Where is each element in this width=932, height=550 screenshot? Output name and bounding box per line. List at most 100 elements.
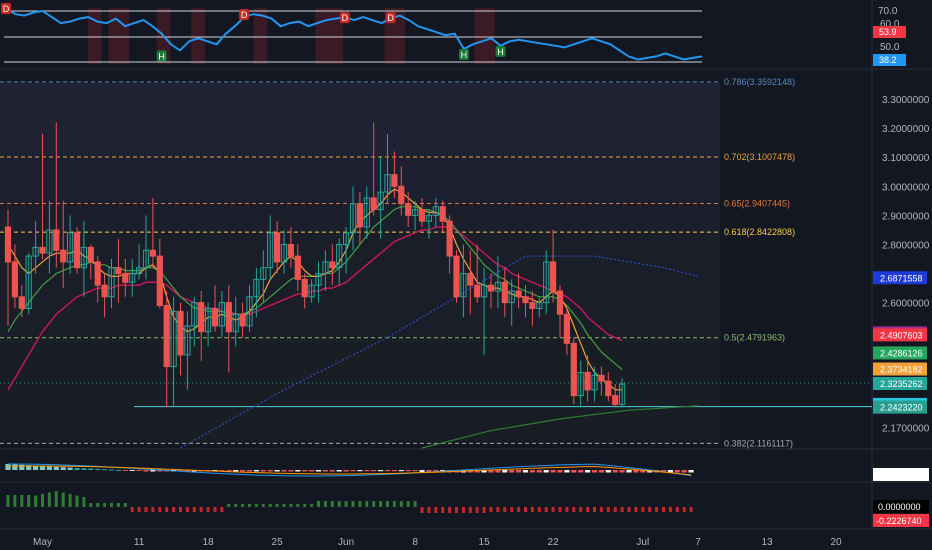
candle[interactable] <box>487 273 495 309</box>
candle[interactable] <box>274 221 281 274</box>
candle[interactable] <box>356 192 363 245</box>
candle[interactable] <box>184 311 191 390</box>
candle[interactable] <box>412 200 419 230</box>
candle[interactable] <box>315 261 322 303</box>
candle[interactable] <box>418 197 426 228</box>
candle[interactable] <box>377 157 384 239</box>
candle[interactable] <box>287 227 294 268</box>
candle[interactable] <box>605 372 612 402</box>
candle[interactable] <box>322 250 329 291</box>
candle[interactable] <box>619 378 626 408</box>
candle[interactable] <box>384 133 391 204</box>
candle[interactable] <box>225 285 232 373</box>
rsi-bearish-divergence-marker[interactable]: D <box>339 12 350 24</box>
candle[interactable] <box>46 200 53 274</box>
candle[interactable] <box>108 259 115 309</box>
candle[interactable] <box>481 267 488 355</box>
candle[interactable] <box>239 302 246 338</box>
candle[interactable] <box>32 221 39 274</box>
candle[interactable] <box>329 244 336 286</box>
candle[interactable] <box>501 267 508 318</box>
candle[interactable] <box>53 122 60 268</box>
candle[interactable] <box>218 290 226 338</box>
candle[interactable] <box>536 296 543 318</box>
candle[interactable] <box>129 259 136 297</box>
candle[interactable] <box>25 253 32 315</box>
candle[interactable] <box>584 354 591 402</box>
candle[interactable] <box>550 229 557 303</box>
candle[interactable] <box>73 227 81 274</box>
candle[interactable] <box>156 238 163 309</box>
candle[interactable] <box>149 197 157 268</box>
candle[interactable] <box>136 244 143 280</box>
candle[interactable] <box>398 165 405 216</box>
rsi-hidden-divergence-marker[interactable]: H <box>458 48 469 60</box>
candle[interactable] <box>453 250 460 303</box>
candle[interactable] <box>80 221 88 297</box>
candle[interactable] <box>370 122 377 216</box>
candle[interactable] <box>336 238 343 286</box>
candle[interactable] <box>494 256 501 309</box>
candle[interactable] <box>612 384 619 408</box>
candle[interactable] <box>508 279 515 326</box>
candle[interactable] <box>170 296 177 408</box>
candle[interactable] <box>18 285 25 318</box>
candle[interactable] <box>260 250 267 303</box>
candle[interactable] <box>405 192 412 228</box>
candle[interactable] <box>308 279 315 303</box>
candle[interactable] <box>343 227 350 274</box>
rsi-bearish-divergence-marker[interactable]: D <box>385 12 396 24</box>
candle[interactable] <box>4 209 12 326</box>
candle[interactable] <box>598 366 605 396</box>
candle[interactable] <box>301 273 308 309</box>
candle[interactable] <box>439 200 446 233</box>
candle[interactable] <box>556 285 564 338</box>
candle[interactable] <box>101 273 108 318</box>
candle[interactable] <box>191 296 198 347</box>
candle[interactable] <box>11 244 18 309</box>
candle[interactable] <box>94 256 101 303</box>
candle[interactable] <box>529 290 536 326</box>
candle[interactable] <box>349 186 357 251</box>
candle[interactable] <box>246 285 253 332</box>
rsi-bearish-divergence-marker[interactable]: D <box>239 9 250 21</box>
candle[interactable] <box>205 302 212 347</box>
rsi-bearish-divergence-marker[interactable]: D <box>1 3 11 14</box>
candle[interactable] <box>425 209 432 239</box>
candle[interactable] <box>522 285 529 318</box>
candle[interactable] <box>198 290 205 361</box>
candle[interactable] <box>363 186 370 239</box>
candle[interactable] <box>432 197 439 228</box>
candle[interactable] <box>474 244 481 303</box>
candle[interactable] <box>163 290 170 408</box>
candle[interactable] <box>67 215 74 274</box>
candle[interactable] <box>591 366 598 402</box>
candle[interactable] <box>280 229 288 274</box>
candle[interactable] <box>267 215 274 280</box>
candle[interactable] <box>177 302 184 376</box>
candle[interactable] <box>446 215 453 274</box>
candle[interactable] <box>39 133 46 259</box>
candle[interactable] <box>563 308 570 355</box>
price-badge-bg <box>873 346 927 360</box>
candle[interactable] <box>570 337 577 405</box>
candle[interactable] <box>515 273 522 309</box>
rsi-hidden-divergence-marker[interactable]: H <box>156 50 167 62</box>
candle[interactable] <box>294 244 301 291</box>
rsi-hidden-divergence-marker[interactable]: H <box>495 45 506 57</box>
candle[interactable] <box>467 250 474 315</box>
candle[interactable] <box>253 267 260 318</box>
candle[interactable] <box>391 151 398 198</box>
candle[interactable] <box>87 244 94 280</box>
candle[interactable] <box>460 244 467 318</box>
candle[interactable] <box>122 259 129 297</box>
candle[interactable] <box>543 250 550 315</box>
candle[interactable] <box>232 296 239 347</box>
candle[interactable] <box>115 238 122 303</box>
candle[interactable] <box>211 285 219 332</box>
candle[interactable] <box>142 215 150 280</box>
candle[interactable] <box>60 200 67 289</box>
candle[interactable] <box>577 360 584 408</box>
